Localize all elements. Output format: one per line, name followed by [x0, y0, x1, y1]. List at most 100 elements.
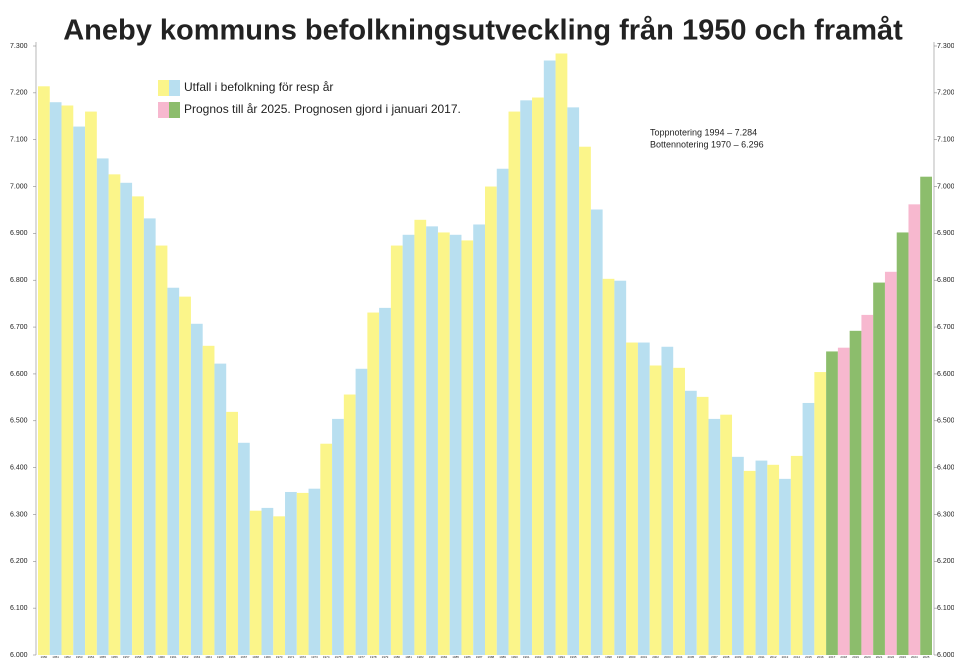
bar — [884, 271, 897, 655]
x-tick-label: 1987 — [476, 655, 483, 659]
y-tick-label: 7.300 — [937, 43, 954, 50]
y-tick-label: 7.200 — [937, 90, 954, 97]
x-tick-label: 2002 — [652, 655, 659, 659]
x-tick-label: 1976 — [346, 655, 353, 659]
bar — [790, 455, 803, 655]
bar — [414, 219, 427, 655]
bar — [49, 102, 62, 655]
x-tick-label: 1985 — [452, 655, 459, 659]
x-tick-label: 1963 — [193, 655, 200, 659]
bar — [708, 418, 721, 655]
x-tick-label: 2001 — [640, 655, 647, 659]
legend-swatch — [169, 80, 180, 96]
x-tick-label: 1979 — [382, 655, 389, 659]
x-tick-label: 1962 — [182, 655, 189, 659]
x-tick-label: 2024 — [911, 655, 918, 659]
y-tick-label: 6.400 — [10, 464, 28, 471]
bar — [367, 312, 380, 655]
y-tick-label: 6.600 — [10, 371, 28, 378]
x-tick-label: 2005 — [688, 655, 695, 659]
bar — [214, 363, 227, 655]
x-tick-label: 2023 — [899, 655, 906, 659]
y-tick-label: 6.000 — [937, 652, 954, 659]
bar — [767, 464, 780, 655]
bar — [532, 97, 544, 656]
y-tick-label: 6.500 — [10, 418, 28, 425]
x-tick-label: 2008 — [723, 655, 730, 659]
bar — [826, 351, 838, 655]
y-tick-label: 7.200 — [10, 90, 28, 97]
x-tick-label: 1997 — [593, 655, 600, 659]
bar — [261, 507, 274, 655]
x-tick-label: 1993 — [546, 655, 553, 659]
y-tick-label: 6.400 — [937, 464, 954, 471]
bar — [355, 368, 368, 655]
bar — [755, 460, 768, 655]
x-tick-label: 2003 — [664, 655, 671, 659]
x-tick-label: 2009 — [735, 655, 742, 659]
x-tick-label: 1998 — [605, 655, 612, 659]
x-tick-label: 2025 — [923, 655, 930, 659]
x-tick-label: 1989 — [499, 655, 506, 659]
bar — [96, 158, 109, 655]
x-tick-label: 1980 — [393, 655, 400, 659]
x-tick-label: 1971 — [288, 655, 295, 659]
bar — [449, 234, 462, 656]
y-tick-label: 6.300 — [937, 511, 954, 518]
bar — [626, 342, 638, 655]
bar — [520, 100, 533, 655]
x-tick-label: 1974 — [323, 655, 330, 659]
x-tick-label: 1986 — [464, 655, 471, 659]
bar — [461, 240, 474, 655]
bar — [108, 174, 121, 655]
x-tick-label: 1955 — [99, 655, 106, 659]
bar — [732, 456, 744, 655]
bar — [249, 510, 262, 655]
bar — [873, 282, 885, 655]
x-tick-label: 1965 — [217, 655, 224, 659]
bar — [437, 232, 450, 655]
bar — [861, 314, 874, 655]
x-tick-label: 1961 — [170, 655, 177, 659]
bar — [402, 234, 415, 656]
y-tick-label: 6.300 — [10, 511, 28, 518]
annotation: Bottennotering 1970 – 6.296 — [650, 139, 764, 149]
x-tick-label: 1959 — [146, 655, 153, 659]
bar — [73, 126, 86, 656]
bar — [202, 345, 215, 655]
x-tick-label: 1954 — [88, 655, 95, 659]
x-tick-label: 1982 — [417, 655, 424, 659]
x-tick-label: 2013 — [782, 655, 789, 659]
x-tick-label: 1990 — [511, 655, 518, 659]
x-tick-label: 1984 — [440, 655, 447, 659]
bar — [555, 53, 568, 656]
bar — [908, 204, 921, 655]
x-tick-label: 1968 — [252, 655, 259, 659]
legend-swatch — [158, 80, 169, 96]
y-tick-label: 6.200 — [10, 558, 28, 565]
x-tick-label: 2018 — [840, 655, 847, 659]
bar — [661, 346, 674, 655]
x-tick-label: 1953 — [76, 655, 83, 659]
x-tick-label: 1969 — [264, 655, 271, 659]
bar — [696, 396, 709, 655]
bar — [237, 442, 250, 655]
bar — [226, 411, 238, 655]
x-tick-label: 1983 — [429, 655, 436, 659]
bar — [85, 111, 97, 656]
legend-label: Prognos till år 2025. Prognosen gjord i … — [184, 102, 461, 116]
x-tick-label: 2010 — [746, 655, 753, 659]
bar — [155, 245, 168, 655]
bar — [167, 287, 180, 655]
bar — [320, 443, 333, 655]
bar — [920, 176, 932, 655]
x-tick-label: 1995 — [570, 655, 577, 659]
bar — [473, 224, 485, 656]
x-tick-label: 1957 — [123, 655, 130, 659]
x-tick-label: 1999 — [617, 655, 624, 659]
bar — [837, 347, 850, 655]
bar — [896, 232, 909, 655]
x-tick-label: 1951 — [52, 655, 59, 659]
x-tick-label: 1988 — [488, 655, 495, 659]
legend-label: Utfall i befolkning för resp år — [184, 80, 333, 94]
